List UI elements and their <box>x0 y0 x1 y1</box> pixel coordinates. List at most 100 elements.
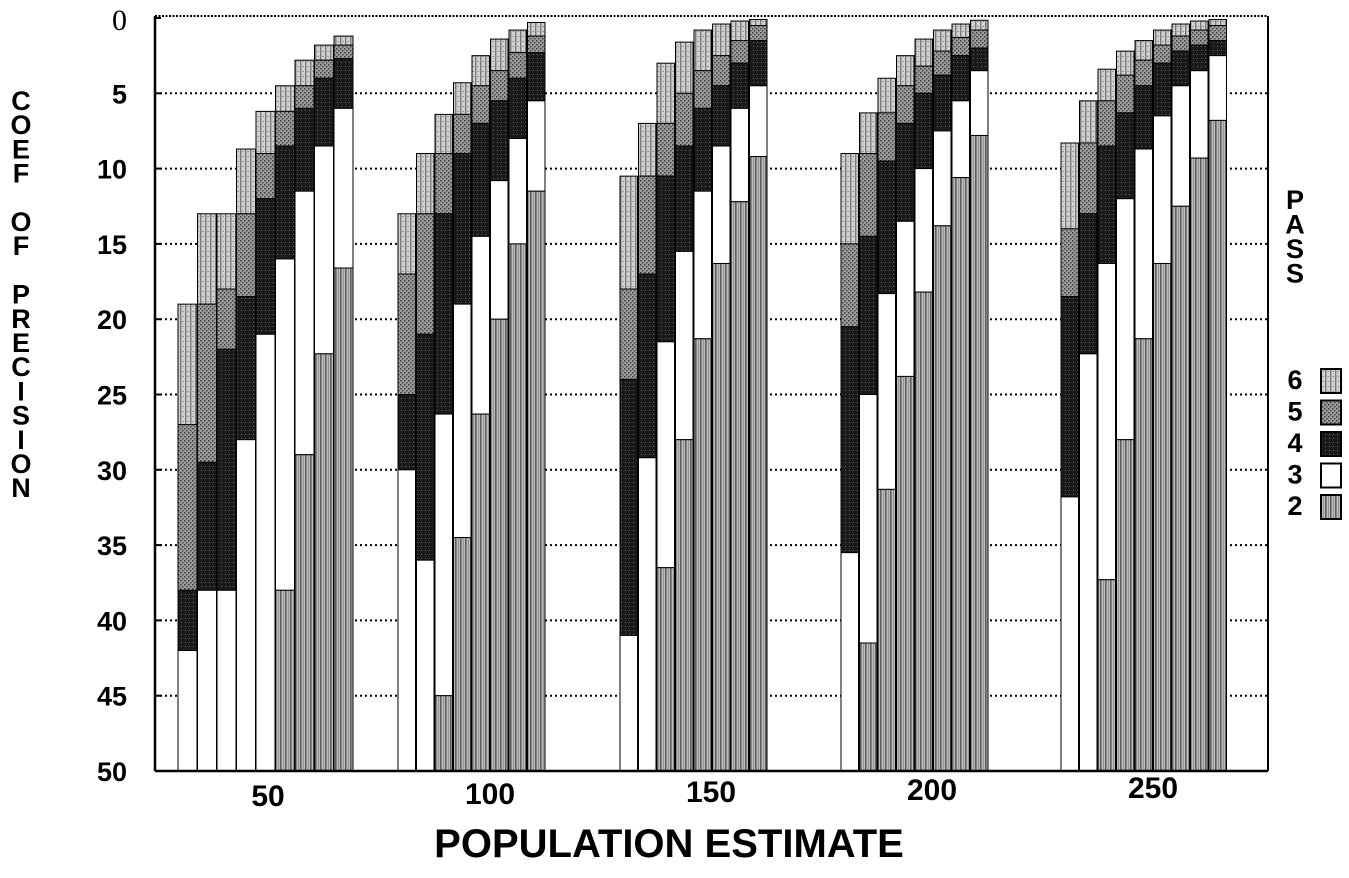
legend-swatch <box>1320 368 1342 394</box>
bar-segment-pass2 <box>712 262 731 772</box>
y-axis-title-letter: E <box>12 134 30 164</box>
bar-segment-pass3 <box>471 235 490 415</box>
bar-group-150 <box>619 19 768 772</box>
bar <box>1079 100 1098 772</box>
bar-segment-pass6 <box>619 175 638 290</box>
bar-segment-pass6 <box>333 35 354 46</box>
bar-segment-pass5 <box>933 50 952 76</box>
x-axis-title: POPULATION ESTIMATE <box>434 822 904 866</box>
bar-segment-pass6 <box>490 38 509 72</box>
bar-segment-pass6 <box>216 213 237 290</box>
bar-segment-pass5 <box>675 92 694 147</box>
bar-segment-pass2 <box>294 454 315 772</box>
bar-segment-pass4 <box>712 85 731 147</box>
bar-segment-pass5 <box>434 153 453 215</box>
y-tick-label: 0 <box>112 4 127 37</box>
bar-segment-pass6 <box>275 85 295 112</box>
bar-segment-pass3 <box>527 100 546 192</box>
y-tick-label: 10 <box>97 155 127 185</box>
bar <box>490 38 509 772</box>
bar-segment-pass5 <box>236 213 256 298</box>
bar-segment-pass6 <box>236 148 256 215</box>
bar-segment-pass3 <box>1208 55 1227 121</box>
bar <box>255 110 276 772</box>
bar-segment-pass5 <box>216 288 237 350</box>
bar-segment-pass3 <box>1116 198 1135 441</box>
bar-segment-pass5 <box>693 70 712 109</box>
bar-segment-pass6 <box>397 213 416 275</box>
bar <box>951 23 970 772</box>
y-tick-label: 20 <box>97 305 127 335</box>
y-axis-title-letter: E <box>12 328 30 358</box>
bar-segment-pass5 <box>508 52 527 79</box>
bar-segment-pass6 <box>1171 23 1190 37</box>
bar-segment-pass2 <box>1134 338 1153 772</box>
bar-segment-pass4 <box>656 175 675 343</box>
bar-segment-pass6 <box>749 19 768 27</box>
bar-segment-pass3 <box>914 168 933 293</box>
y-tick-label: 5 <box>112 79 127 109</box>
bar-segment-pass4 <box>453 153 472 305</box>
bar-segment-pass3 <box>1097 262 1116 581</box>
bar-segment-pass4 <box>333 58 354 109</box>
bar-segment-pass3 <box>416 559 435 772</box>
legend-label: 5 <box>1287 397 1302 427</box>
bar-segment-pass2 <box>1208 119 1227 772</box>
bar-segment-pass4 <box>1153 62 1172 117</box>
x-tick-label: 250 <box>1128 772 1178 805</box>
bar <box>294 59 315 772</box>
bar-segment-pass2 <box>1153 262 1172 772</box>
bar-segment-pass5 <box>951 37 970 57</box>
bar-segment-pass5 <box>712 55 731 87</box>
bar-segment-pass4 <box>619 378 638 636</box>
bar-segment-pass6 <box>877 77 896 114</box>
bar-segment-pass4 <box>638 273 657 459</box>
bar-segment-pass4 <box>527 52 546 102</box>
bar-segment-pass4 <box>471 122 490 237</box>
bar <box>1190 20 1209 772</box>
bar <box>1153 29 1172 772</box>
bar-segment-pass3 <box>236 439 256 772</box>
bar <box>453 82 472 772</box>
y-axis-title-letter: O <box>10 110 31 140</box>
bar-segment-pass4 <box>896 122 915 222</box>
bar <box>508 29 527 772</box>
y-axis-title-letter: P <box>12 280 30 310</box>
bar-segment-pass4 <box>877 160 896 295</box>
bar-segment-pass2 <box>471 413 490 772</box>
bar-segment-pass6 <box>970 19 989 31</box>
bar-segment-pass5 <box>490 70 509 102</box>
bar-segment-pass4 <box>216 348 237 591</box>
bar-segment-pass4 <box>730 62 749 109</box>
bar-segment-pass3 <box>197 589 217 772</box>
legend-title-letter: S <box>1286 234 1304 264</box>
bar-segment-pass2 <box>434 695 453 772</box>
bar-segment-pass5 <box>275 110 295 147</box>
legend-item-pass-5: 5 <box>1287 397 1342 427</box>
y-tick-labels: 0 5 10 15 20 25 30 35 40 45 50 <box>97 4 161 787</box>
bar-segment-pass3 <box>859 394 878 644</box>
bar-segment-pass3 <box>434 413 453 697</box>
bar-segment-pass6 <box>675 41 694 94</box>
bar-segment-pass3 <box>1134 148 1153 340</box>
bar <box>859 112 878 772</box>
bar-segment-pass3 <box>730 107 749 203</box>
bar-segment-pass4 <box>859 235 878 395</box>
bar-segment-pass2 <box>490 318 509 772</box>
bar-segment-pass3 <box>693 190 712 340</box>
bar-segment-pass6 <box>638 122 657 177</box>
bar <box>1171 23 1190 772</box>
bar-segment-pass5 <box>471 85 490 124</box>
bar <box>914 38 933 772</box>
bar-segment-pass5 <box>1134 59 1153 87</box>
bar-group-200 <box>840 19 989 772</box>
bar-segment-pass2 <box>1171 205 1190 772</box>
bar-group-100 <box>397 22 546 772</box>
legend-label: 2 <box>1287 491 1302 521</box>
bar-segment-pass6 <box>527 22 546 37</box>
bar-segment-pass4 <box>177 589 198 652</box>
bar <box>1116 50 1135 772</box>
x-tick-label: 200 <box>907 774 957 807</box>
